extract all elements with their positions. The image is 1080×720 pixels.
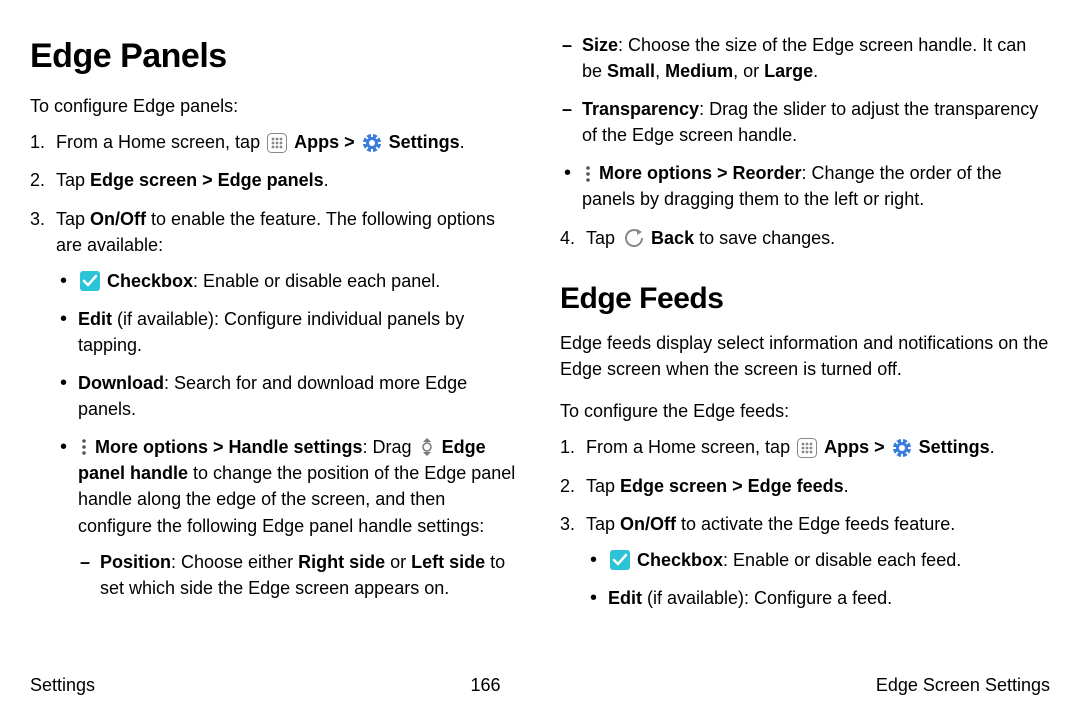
opt-more-handle: More options > Handle settings: Drag Edg… — [56, 434, 520, 601]
l: Transparency — [582, 99, 699, 119]
page-footer: Settings 166 Edge Screen Settings — [30, 672, 1050, 698]
feed-options: Checkbox: Enable or disable each feed. E… — [586, 547, 1050, 611]
t1: : Choose either — [171, 552, 298, 572]
path: Edge screen > Edge panels — [90, 170, 324, 190]
dot: . — [813, 61, 818, 81]
intro-text: To configure Edge panels: — [30, 93, 520, 119]
rest: to save changes. — [694, 228, 835, 248]
feeds-desc: Edge feeds display select information an… — [560, 330, 1050, 382]
fopt-checkbox: Checkbox: Enable or disable each feed. — [586, 547, 1050, 573]
lg: Large — [764, 61, 813, 81]
t: Tap — [586, 514, 620, 534]
footer-page: 166 — [470, 672, 500, 698]
s: Small — [607, 61, 655, 81]
left-column: Edge Panels To configure Edge panels: Fr… — [30, 32, 520, 666]
t2: or — [385, 552, 411, 572]
handle-icon — [419, 436, 435, 458]
t: Tap — [586, 228, 620, 248]
handle-settings-cont: Size: Choose the size of the Edge screen… — [560, 32, 1050, 148]
feeds-steps: From a Home screen, tap Apps > Settings.… — [560, 434, 1050, 610]
panels-steps: From a Home screen, tap Apps > Settings.… — [30, 129, 520, 600]
path: Edge screen > Edge feeds — [620, 476, 844, 496]
rest: to activate the Edge feeds feature. — [676, 514, 955, 534]
l: More options > Reorder — [599, 163, 802, 183]
step-1: From a Home screen, tap Apps > Settings. — [30, 129, 520, 155]
onoff: On/Off — [90, 209, 146, 229]
dot: . — [990, 437, 995, 457]
settings-label: Settings — [389, 132, 460, 152]
settings-label: Settings — [919, 437, 990, 457]
step-text: From a Home screen, tap — [56, 132, 265, 152]
dash-size: Size: Choose the size of the Edge screen… — [560, 32, 1050, 84]
fopt-edit: Edit (if available): Configure a feed. — [586, 585, 1050, 611]
gt: > — [339, 132, 360, 152]
dot: . — [460, 132, 465, 152]
options-list: Checkbox: Enable or disable each panel. … — [56, 268, 520, 601]
onoff: On/Off — [620, 514, 676, 534]
apps-label: Apps — [824, 437, 869, 457]
dot: . — [844, 476, 849, 496]
dash-position: Position: Choose either Right side or Le… — [78, 549, 520, 601]
l: Download — [78, 373, 164, 393]
handle-settings: Position: Choose either Right side or Le… — [78, 549, 520, 601]
d1: : Drag — [363, 437, 417, 457]
step-4: Tap Back to save changes. — [560, 225, 1050, 251]
opt-download: Download: Search for and download more E… — [56, 370, 520, 422]
l: Checkbox — [637, 550, 723, 570]
opt-checkbox: Checkbox: Enable or disable each panel. — [56, 268, 520, 294]
fstep-2: Tap Edge screen > Edge feeds. — [560, 473, 1050, 499]
gear-icon — [892, 438, 912, 458]
t: Tap — [586, 476, 620, 496]
panels-steps-cont: Tap Back to save changes. — [560, 225, 1050, 251]
l: Position — [100, 552, 171, 572]
gt: > — [869, 437, 890, 457]
t: From a Home screen, tap — [586, 437, 795, 457]
opt-reorder: More options > Reorder: Change the order… — [560, 160, 1050, 212]
step-2: Tap Edge screen > Edge panels. — [30, 167, 520, 193]
more-options-icon — [584, 164, 592, 184]
more-options-icon — [80, 437, 88, 457]
c2: , or — [733, 61, 764, 81]
heading-edge-panels: Edge Panels — [30, 32, 520, 81]
t: Tap — [56, 170, 90, 190]
t: Tap — [56, 209, 90, 229]
d: : Enable or disable each feed. — [723, 550, 961, 570]
l: Checkbox — [107, 271, 193, 291]
back-icon — [622, 228, 644, 248]
apps-icon — [267, 133, 287, 153]
checkbox-icon — [610, 550, 630, 570]
apps-icon — [797, 438, 817, 458]
opt-edit: Edit (if available): Configure individua… — [56, 306, 520, 358]
r: Right side — [298, 552, 385, 572]
footer-right: Edge Screen Settings — [876, 672, 1050, 698]
ls: Left side — [411, 552, 485, 572]
right-column: Size: Choose the size of the Edge screen… — [560, 32, 1050, 666]
heading-edge-feeds: Edge Feeds — [560, 277, 1050, 321]
d: (if available): Configure a feed. — [642, 588, 892, 608]
fstep-1: From a Home screen, tap Apps > Settings. — [560, 434, 1050, 460]
feeds-intro: To configure the Edge feeds: — [560, 398, 1050, 424]
dash-transparency: Transparency: Drag the slider to adjust … — [560, 96, 1050, 148]
fstep-3: Tap On/Off to activate the Edge feeds fe… — [560, 511, 1050, 611]
step-3: Tap On/Off to enable the feature. The fo… — [30, 206, 520, 601]
checkbox-icon — [80, 271, 100, 291]
content-columns: Edge Panels To configure Edge panels: Fr… — [30, 32, 1050, 666]
back: Back — [651, 228, 694, 248]
c1: , — [655, 61, 665, 81]
gear-icon — [362, 133, 382, 153]
apps-label: Apps — [294, 132, 339, 152]
l: Size — [582, 35, 618, 55]
d: (if available): Configure individual pan… — [78, 309, 464, 355]
l: Edit — [78, 309, 112, 329]
footer-left: Settings — [30, 672, 95, 698]
l: Edit — [608, 588, 642, 608]
options-list-cont: More options > Reorder: Change the order… — [560, 160, 1050, 212]
dot: . — [324, 170, 329, 190]
m: Medium — [665, 61, 733, 81]
d: : Enable or disable each panel. — [193, 271, 440, 291]
l: More options > Handle settings — [95, 437, 363, 457]
